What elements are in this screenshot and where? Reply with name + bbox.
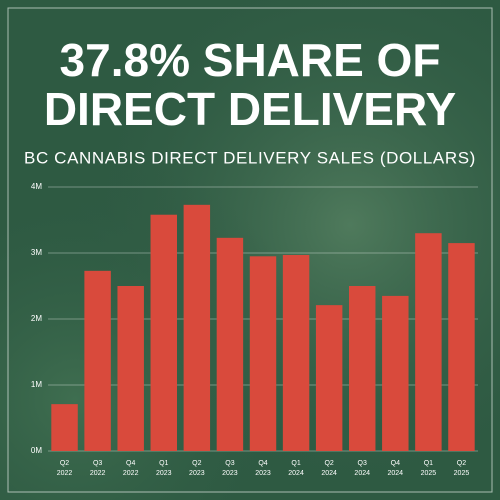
y-tick-label: 4M — [31, 182, 42, 191]
x-tick-label: Q2 2022 — [56, 460, 73, 477]
x-tick-label: Q1 2024 — [288, 460, 304, 477]
bar — [415, 233, 442, 451]
x-tick-label: Q4 2022 — [122, 460, 139, 477]
x-tick-label: Q4 2023 — [255, 460, 271, 477]
bar — [150, 214, 177, 451]
y-tick-label: 0M — [31, 446, 42, 455]
x-tick-label: Q4 2024 — [387, 460, 404, 477]
title-line: 37.8% SHARE OF — [60, 34, 441, 86]
bar — [117, 286, 144, 451]
bar — [282, 254, 310, 451]
y-tick-label: 2M — [31, 314, 42, 323]
x-tick-label: Q1 2023 — [155, 460, 172, 477]
bar — [84, 270, 111, 451]
x-tick-label: Q3 2022 — [89, 460, 106, 477]
x-tick-label: Q3 2024 — [354, 460, 370, 477]
x-tick-label: Q2 2023 — [189, 460, 205, 477]
bar — [249, 256, 277, 451]
subtitle: BC CANNABIS DIRECT DELIVERY SALES (DOLLA… — [24, 148, 476, 167]
y-tick-label: 3M — [31, 248, 42, 257]
x-tick-label: Q2 2024 — [321, 460, 337, 477]
bar — [448, 243, 475, 451]
bar — [216, 237, 244, 451]
frame — [7, 7, 493, 493]
x-tick-label: Q1 2025 — [420, 460, 437, 477]
bar — [382, 295, 409, 451]
title-line: DIRECT DELIVERY — [44, 83, 456, 135]
x-tick-label: Q3 2023 — [222, 460, 238, 477]
bar — [349, 286, 376, 451]
x-tick-label: Q2 2025 — [453, 460, 470, 477]
bar — [51, 404, 78, 451]
y-tick-label: 1M — [31, 380, 42, 389]
bar — [315, 305, 343, 451]
bar — [183, 204, 211, 451]
